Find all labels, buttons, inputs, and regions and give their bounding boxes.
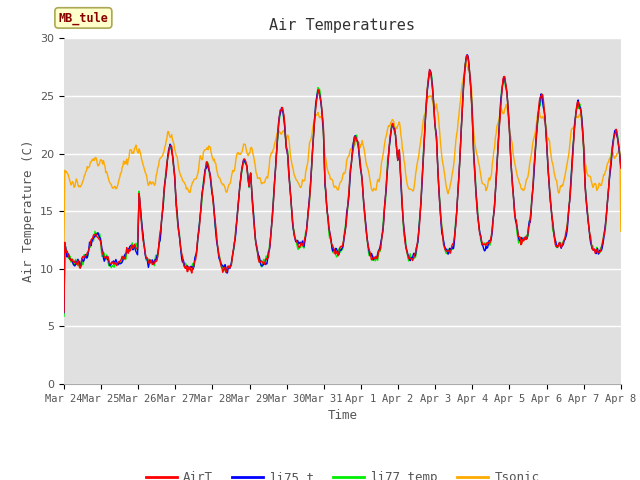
Y-axis label: Air Temperature (C): Air Temperature (C) — [22, 140, 35, 282]
Text: MB_tule: MB_tule — [58, 11, 108, 24]
Legend: AirT, li75_t, li77_temp, Tsonic: AirT, li75_t, li77_temp, Tsonic — [141, 466, 544, 480]
Title: Air Temperatures: Air Temperatures — [269, 18, 415, 33]
X-axis label: Time: Time — [328, 409, 357, 422]
